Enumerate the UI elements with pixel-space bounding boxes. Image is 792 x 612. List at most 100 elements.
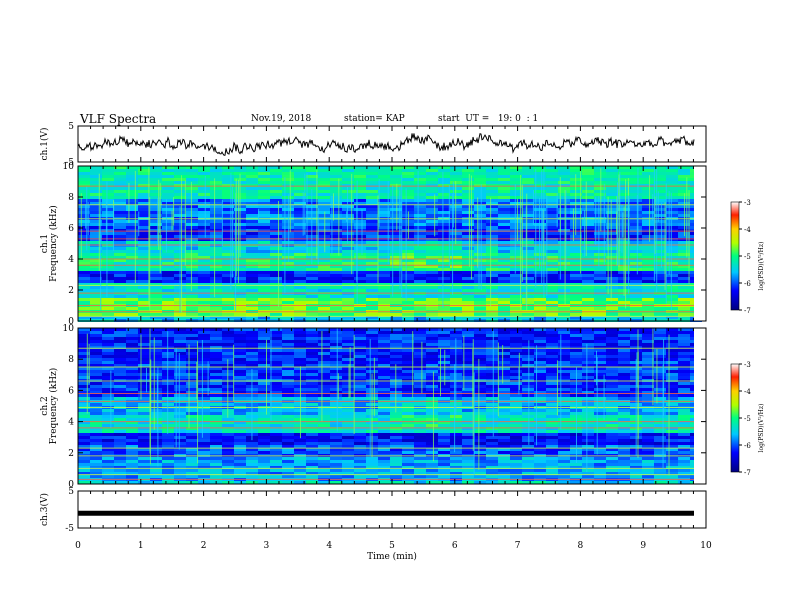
spectrogram-cell	[210, 403, 222, 406]
spectrogram-cell	[402, 334, 414, 337]
spectrogram-cell	[330, 418, 342, 421]
spectrogram-cell	[222, 307, 234, 310]
spectrogram-cell	[330, 172, 342, 175]
spectrogram-cell	[234, 265, 246, 268]
spectrogram-cell	[198, 247, 210, 250]
spectrogram-cell	[618, 337, 630, 340]
spectrogram-cell	[210, 379, 222, 382]
spectrogram-cell	[90, 424, 102, 427]
spectrogram-cell	[150, 328, 162, 331]
spectrogram-cell	[654, 427, 666, 430]
spectrogram-cell	[258, 424, 270, 427]
spectrogram-cell	[294, 187, 306, 190]
spectrogram-cell	[390, 439, 402, 442]
spectrogram-cell	[678, 340, 690, 343]
spectrogram-cell	[102, 301, 114, 304]
spectrogram-cell	[414, 349, 426, 352]
spectrogram-cell	[138, 391, 150, 394]
spectrogram-cell	[138, 265, 150, 268]
spectrogram-cell	[90, 388, 102, 391]
spectrogram-cell	[618, 391, 630, 394]
spectrogram-cell	[582, 430, 594, 433]
spectrogram-cell	[390, 250, 402, 253]
spectrogram-cell	[126, 280, 138, 283]
spectrogram-cell	[438, 370, 450, 373]
spectrogram-cell	[282, 166, 294, 169]
spectrogram-cell	[510, 427, 522, 430]
spectrogram-cell	[282, 298, 294, 301]
spectrogram-cell	[78, 202, 90, 205]
spectrogram-cell	[90, 196, 102, 199]
spectrogram-cell	[438, 193, 450, 196]
spectrogram-cell	[294, 220, 306, 223]
spectrogram-cell	[210, 178, 222, 181]
spectrogram-cell	[126, 223, 138, 226]
spectrogram-cell	[522, 169, 534, 172]
spectrogram-cell	[486, 232, 498, 235]
spectrogram-cell	[450, 247, 462, 250]
spectrogram-cell	[366, 259, 378, 262]
spectrogram-cell	[474, 397, 486, 400]
spectrogram-cell	[294, 343, 306, 346]
spectrogram-cell	[258, 250, 270, 253]
spectrogram-cell	[138, 286, 150, 289]
spectrogram-cell	[366, 235, 378, 238]
spectrogram-cell	[642, 340, 654, 343]
spectrogram-cell	[90, 358, 102, 361]
spectrogram-cell	[354, 172, 366, 175]
spectrogram-cell	[162, 190, 174, 193]
spectrogram-cell	[666, 361, 678, 364]
spectrogram-cell	[654, 208, 666, 211]
spectrogram-cell	[510, 373, 522, 376]
spectrogram-cell	[630, 235, 642, 238]
spectrogram-cell	[294, 259, 306, 262]
spectrogram-cell	[90, 367, 102, 370]
spectrogram-cell	[666, 418, 678, 421]
spectrogram-cell	[666, 442, 678, 445]
spectrogram-cell	[678, 235, 690, 238]
spectrogram-cell	[546, 397, 558, 400]
spectrogram-cell	[630, 313, 642, 316]
spectrogram-cell	[510, 346, 522, 349]
spectrogram-cell	[186, 298, 198, 301]
spectrogram-cell	[402, 307, 414, 310]
spectrogram-cell	[618, 415, 630, 418]
spectrogram-cell	[306, 421, 318, 424]
spectrogram-cell	[570, 271, 582, 274]
spectrogram-cell	[666, 184, 678, 187]
spectrogram-cell	[318, 175, 330, 178]
spectrogram-cell	[210, 427, 222, 430]
spectrogram-cell	[510, 436, 522, 439]
spectrogram-cell	[438, 184, 450, 187]
spectrogram-cell	[462, 274, 474, 277]
spectrogram-cell	[402, 166, 414, 169]
spectrogram-cell	[114, 346, 126, 349]
spectrogram-cell	[498, 253, 510, 256]
spectrogram-cell	[306, 265, 318, 268]
spectrogram-cell	[78, 208, 90, 211]
spectrogram-cell	[78, 349, 90, 352]
spectrogram-cell	[90, 238, 102, 241]
spectrogram-cell	[78, 268, 90, 271]
spectrogram-cell	[390, 337, 402, 340]
spectrogram-cell	[138, 202, 150, 205]
spectrogram-cell	[630, 190, 642, 193]
spectrogram-cell	[330, 424, 342, 427]
spectrogram-cell	[186, 445, 198, 448]
spectrogram-cell	[414, 418, 426, 421]
spectrogram-cell	[438, 367, 450, 370]
spectrogram-cell	[174, 196, 186, 199]
spectrogram-cell	[666, 169, 678, 172]
spectrogram-cell	[186, 202, 198, 205]
spectrogram-cell	[366, 316, 378, 319]
spectrogram-cell	[126, 283, 138, 286]
spectrogram-cell	[150, 268, 162, 271]
spectrogram-cell	[642, 232, 654, 235]
spectrogram-cell	[570, 313, 582, 316]
spectrogram-cell	[126, 424, 138, 427]
spectrogram-cell	[282, 436, 294, 439]
spectrogram-cell	[678, 286, 690, 289]
spectrogram-cell	[222, 430, 234, 433]
spectrogram-cell	[234, 316, 246, 319]
spectrogram-cell	[378, 418, 390, 421]
